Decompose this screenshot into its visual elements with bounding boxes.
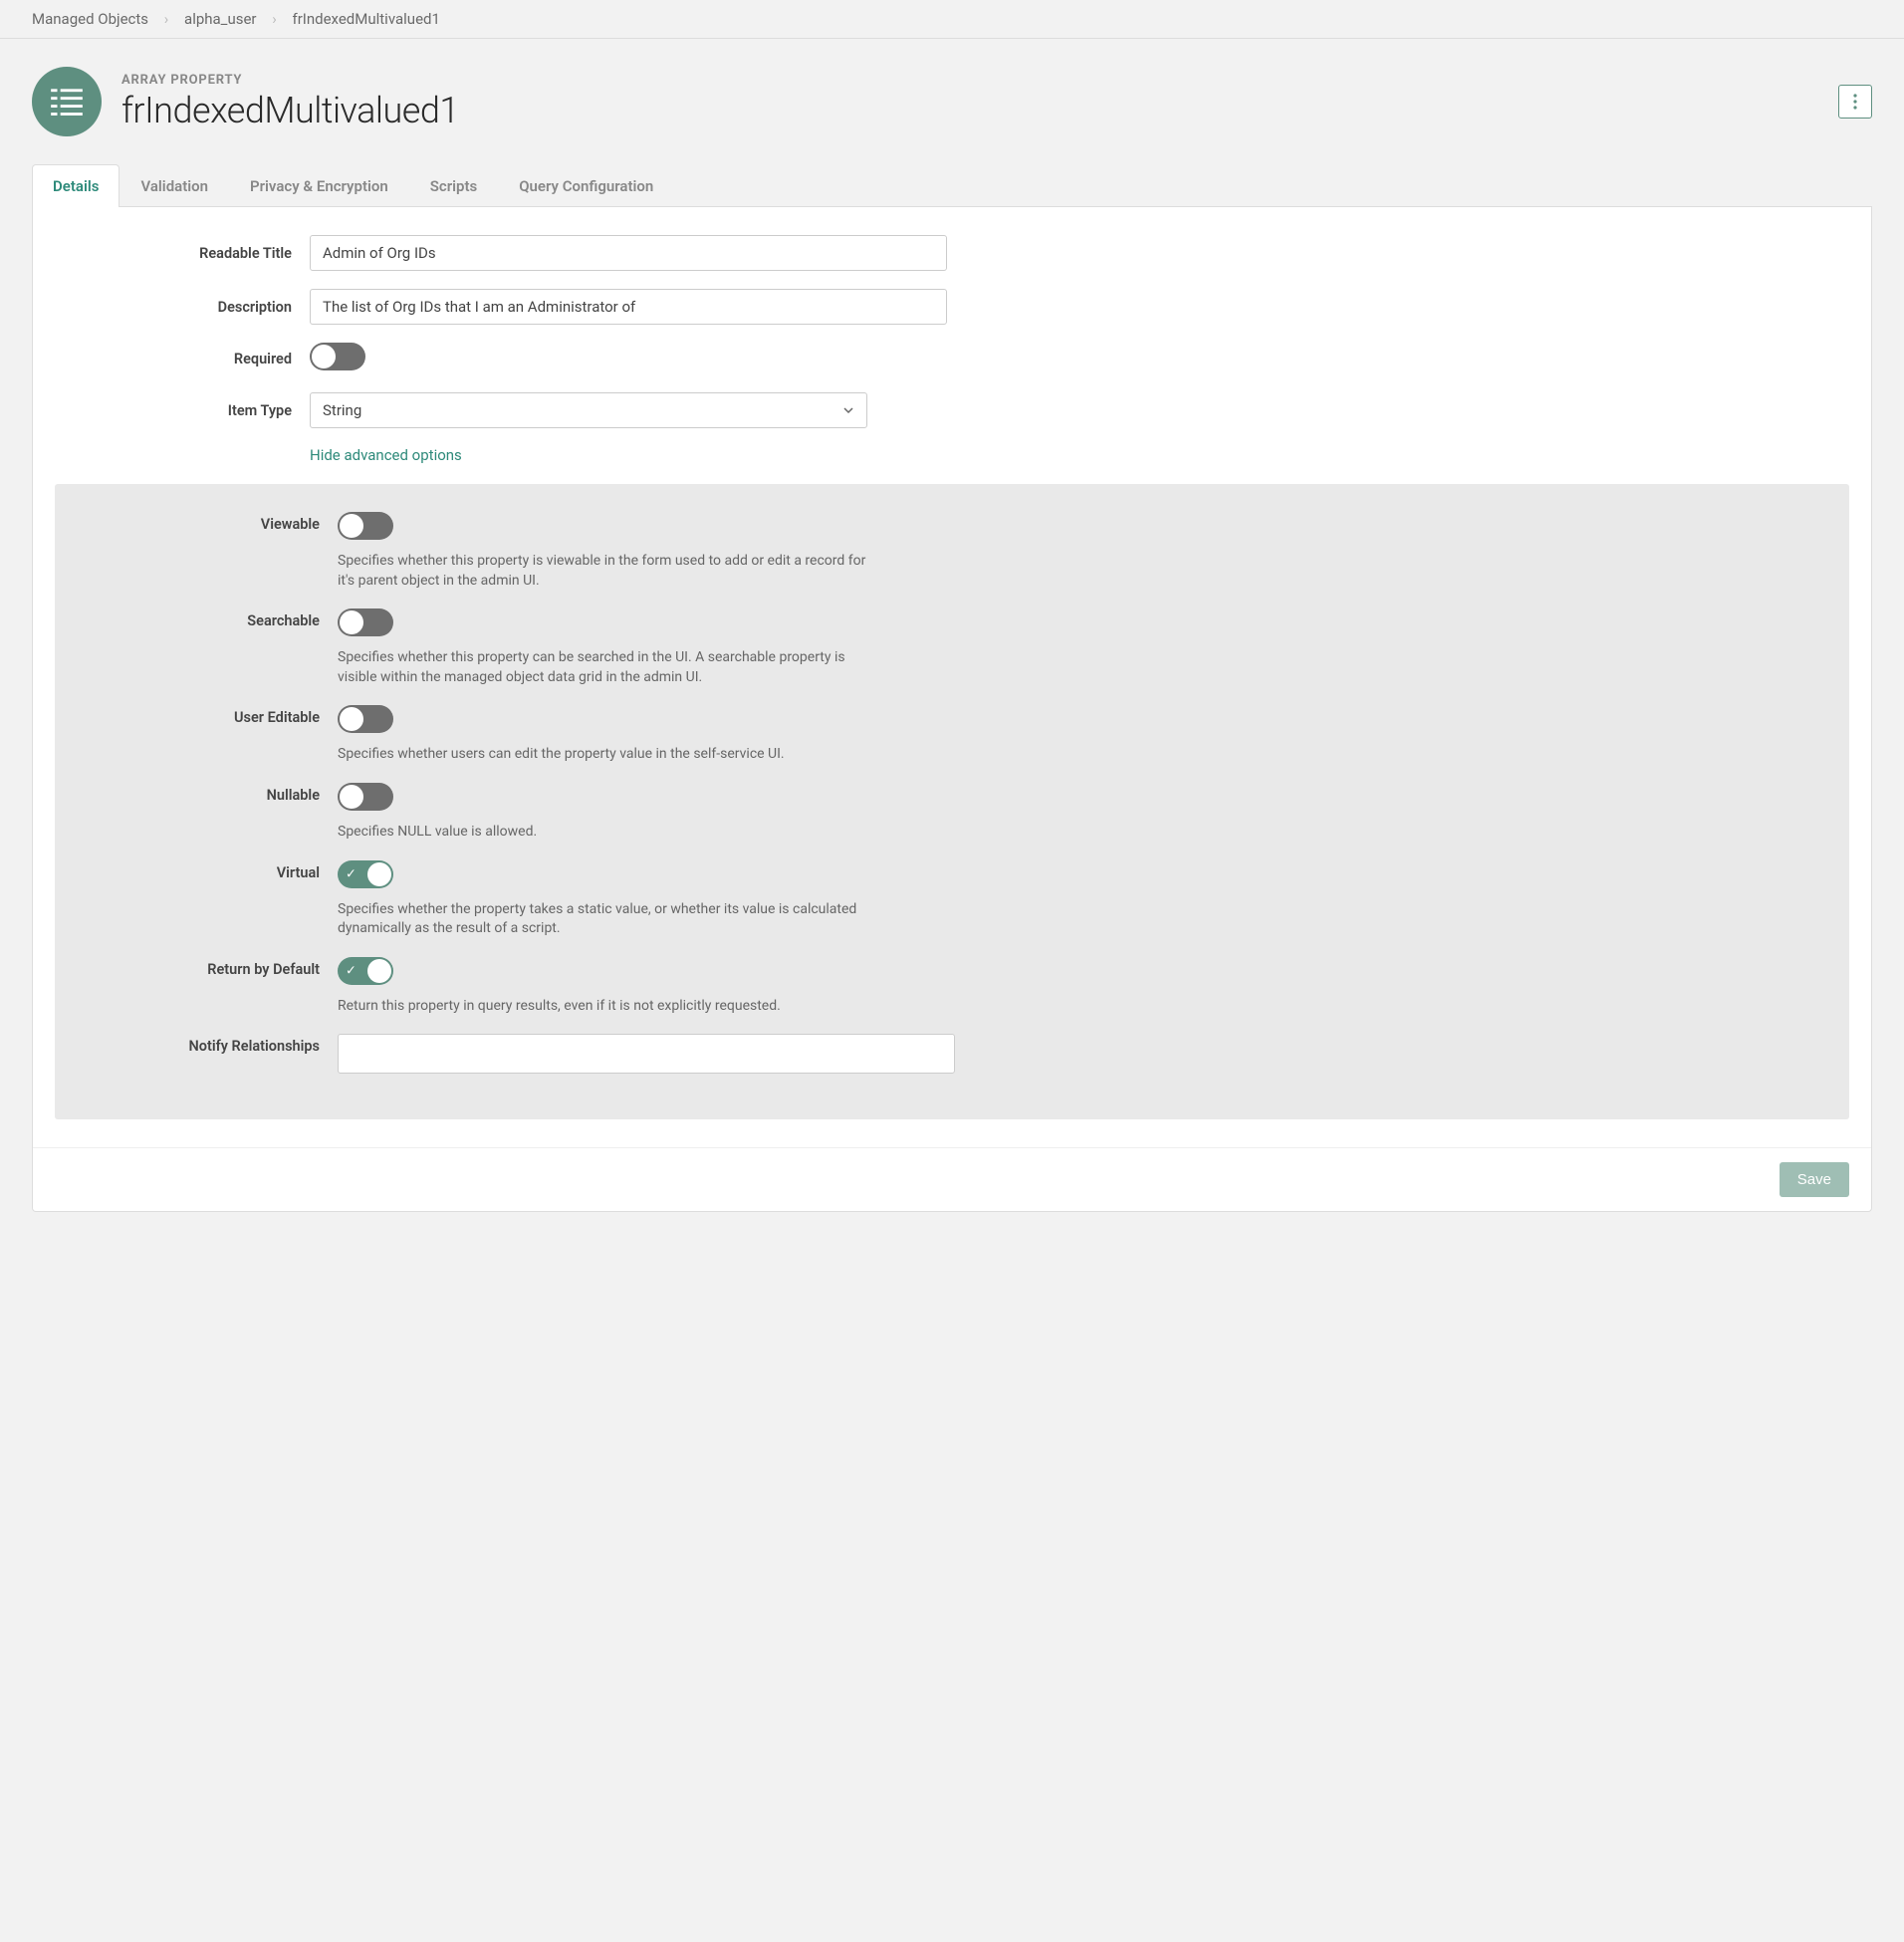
breadcrumb-item[interactable]: alpha_user xyxy=(184,10,256,28)
virtual-toggle[interactable]: ✓ xyxy=(338,860,393,888)
tabs: Details Validation Privacy & Encryption … xyxy=(32,164,1872,207)
searchable-label: Searchable xyxy=(89,608,338,629)
check-icon: ✓ xyxy=(346,866,357,881)
kebab-icon xyxy=(1853,94,1857,110)
tab-details[interactable]: Details xyxy=(32,164,119,207)
chevron-right-icon: › xyxy=(272,10,277,28)
viewable-toggle[interactable]: ✓ xyxy=(338,512,393,540)
searchable-toggle[interactable]: ✓ xyxy=(338,608,393,636)
searchable-help: Specifies whether this property can be s… xyxy=(338,648,875,687)
notify-relationships-label: Notify Relationships xyxy=(89,1034,338,1055)
nullable-label: Nullable xyxy=(89,783,338,804)
user-editable-help: Specifies whether users can edit the pro… xyxy=(338,745,875,765)
check-icon: ✓ xyxy=(346,963,357,978)
return-by-default-label: Return by Default xyxy=(89,957,338,978)
readable-title-input[interactable] xyxy=(310,235,947,271)
description-label: Description xyxy=(61,299,310,316)
advanced-options-box: Viewable ✓ Specifies whether this proper… xyxy=(55,484,1849,1119)
viewable-help: Specifies whether this property is viewa… xyxy=(338,552,875,591)
readable-title-label: Readable Title xyxy=(61,245,310,262)
return-by-default-help: Return this property in query results, e… xyxy=(338,997,875,1017)
item-type-label: Item Type xyxy=(61,402,310,419)
virtual-help: Specifies whether the property takes a s… xyxy=(338,900,875,939)
panel-footer: Save xyxy=(33,1147,1871,1211)
breadcrumb-item: frIndexedMultivalued1 xyxy=(292,10,439,28)
return-by-default-toggle[interactable]: ✓ xyxy=(338,957,393,985)
required-toggle[interactable]: ✓ xyxy=(310,343,365,370)
viewable-label: Viewable xyxy=(89,512,338,533)
page-title: frIndexedMultivalued1 xyxy=(121,90,1838,131)
tab-privacy-encryption[interactable]: Privacy & Encryption xyxy=(229,164,409,207)
save-button[interactable]: Save xyxy=(1780,1162,1849,1197)
user-editable-toggle[interactable]: ✓ xyxy=(338,705,393,733)
virtual-label: Virtual xyxy=(89,860,338,881)
details-panel: Readable Title Description Required ✓ It… xyxy=(32,207,1872,1212)
page-subtitle: ARRAY PROPERTY xyxy=(121,73,1838,88)
user-editable-label: User Editable xyxy=(89,705,338,726)
tab-scripts[interactable]: Scripts xyxy=(409,164,498,207)
required-label: Required xyxy=(61,351,310,367)
list-icon xyxy=(32,67,102,136)
item-type-select[interactable]: String xyxy=(310,392,867,428)
hide-advanced-options-link[interactable]: Hide advanced options xyxy=(310,446,462,464)
chevron-right-icon: › xyxy=(164,10,169,28)
breadcrumb-item[interactable]: Managed Objects xyxy=(32,10,148,28)
nullable-help: Specifies NULL value is allowed. xyxy=(338,823,875,843)
notify-relationships-input[interactable] xyxy=(338,1034,955,1074)
description-input[interactable] xyxy=(310,289,947,325)
nullable-toggle[interactable]: ✓ xyxy=(338,783,393,811)
tab-validation[interactable]: Validation xyxy=(119,164,229,207)
breadcrumb: Managed Objects › alpha_user › frIndexed… xyxy=(0,0,1904,39)
more-actions-button[interactable] xyxy=(1838,85,1872,119)
tab-query-configuration[interactable]: Query Configuration xyxy=(498,164,674,207)
page-header: ARRAY PROPERTY frIndexedMultivalued1 xyxy=(32,67,1872,136)
